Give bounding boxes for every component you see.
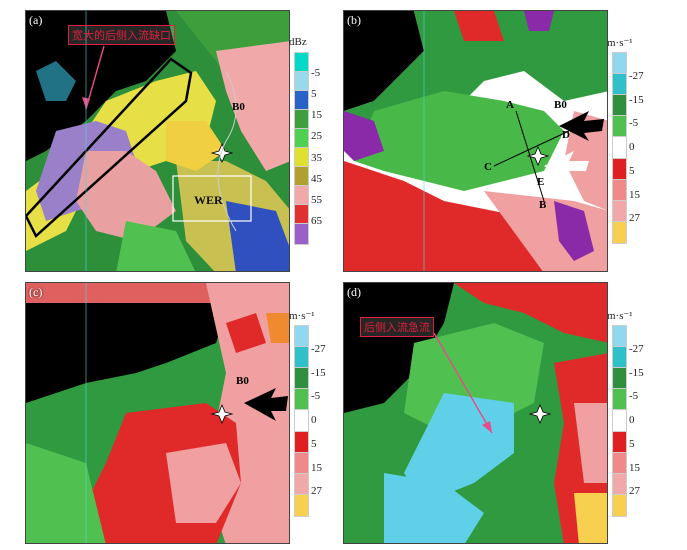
colorbar-swatch — [612, 115, 627, 139]
colorbar-swatch — [612, 199, 627, 224]
colorbar-tick-label: 27 — [311, 485, 322, 498]
velocity-unit-b: m·s⁻¹ — [607, 37, 633, 49]
colorbar-swatch — [612, 178, 627, 203]
panel-a-label: (a) — [29, 13, 43, 27]
colorbar-tick-label: -15 — [629, 93, 644, 106]
colorbar-swatch — [612, 325, 627, 349]
colorbar-swatch — [612, 388, 627, 412]
colorbar-swatch — [612, 157, 627, 182]
colorbar-tick-label: 35 — [311, 151, 322, 164]
wer-label: WER — [194, 193, 223, 207]
velocity-map-d — [344, 283, 607, 543]
a-b0-label: B0 — [232, 101, 245, 113]
velocity-colorbar-c: m·s⁻¹ -27 -15 -5 0 5 15 27 — [289, 310, 354, 518]
c-b0-label: B0 — [236, 375, 249, 387]
velocity-colorbar-b: m·s⁻¹ -27 -15 -5 0 5 15 27 — [607, 37, 672, 245]
colorbar-swatch — [612, 430, 627, 455]
rij-annotation: 后侧入流急流 — [360, 317, 434, 337]
colorbar-swatch — [612, 220, 627, 245]
b-E-label: E — [537, 176, 545, 188]
colorbar-swatch — [612, 346, 627, 370]
colorbar-swatch — [612, 52, 627, 76]
reflectivity-colorbar: dBz -5 5 15 25 35 45 55 65 — [289, 36, 354, 245]
colorbar-tick-label: 65 — [311, 214, 322, 227]
colorbar-swatch — [612, 73, 627, 97]
b-b0-label: B0 — [554, 99, 567, 111]
colorbar-tick-label: 45 — [311, 172, 322, 185]
panel-c-label: (c) — [29, 285, 43, 299]
reflectivity-unit: dBz — [289, 36, 307, 48]
velocity-unit-c: m·s⁻¹ — [289, 310, 315, 322]
b-B-label: B — [539, 199, 547, 211]
velocity-swatches-c: -27 -15 -5 0 5 15 27 — [292, 325, 354, 518]
velocity-map-b — [344, 11, 607, 271]
colorbar-swatch — [294, 451, 309, 476]
colorbar-tick-label: 5 — [629, 164, 635, 177]
panel-d-label: (d) — [347, 285, 361, 299]
b-C-label: C — [484, 161, 492, 173]
colorbar-tick-label: 0 — [629, 141, 635, 153]
colorbar-tick-label: 0 — [629, 414, 635, 426]
colorbar-swatch — [294, 388, 309, 412]
panel-b-velocity: (b) B0 A B C D E — [343, 10, 608, 272]
colorbar-swatch — [612, 94, 627, 118]
colorbar-swatch — [294, 346, 309, 370]
colorbar-tick-label: -27 — [629, 69, 644, 82]
colorbar-swatch — [612, 493, 627, 518]
colorbar-tick-label: -27 — [629, 342, 644, 355]
colorbar-swatch — [612, 472, 627, 497]
velocity-swatches-b: -27 -15 -5 0 5 15 27 — [610, 52, 672, 245]
colorbar-tick-label: 0 — [311, 414, 317, 426]
colorbar-swatch — [612, 451, 627, 476]
colorbar-swatch — [294, 367, 309, 391]
colorbar-tick-label: 27 — [629, 485, 640, 498]
colorbar-swatch — [294, 493, 309, 518]
colorbar-tick-label: -27 — [311, 342, 326, 355]
colorbar-tick-label: 55 — [311, 193, 322, 206]
reflectivity-swatches: -5 5 15 25 35 45 55 65 — [292, 52, 354, 245]
reflectivity-map — [26, 11, 289, 271]
panel-d-velocity: (d) 后侧入流急流 — [343, 282, 608, 544]
colorbar-tick-label: -5 — [311, 67, 321, 80]
panel-c-velocity: (c) B0 — [25, 282, 290, 544]
panel-a-reflectivity: (a) 宽大的后侧入流缺口 WER B0 — [25, 10, 290, 272]
colorbar-tick-label: 25 — [311, 130, 322, 143]
colorbar-swatch — [294, 430, 309, 455]
colorbar-swatch — [612, 367, 627, 391]
velocity-unit-d: m·s⁻¹ — [607, 310, 633, 322]
colorbar-tick-label: 15 — [311, 461, 322, 474]
colorbar-tick-label: 5 — [629, 437, 635, 450]
colorbar-tick-label: -5 — [311, 390, 321, 403]
panel-b-label: (b) — [347, 13, 361, 27]
velocity-map-c — [26, 283, 289, 543]
b-D-label: D — [562, 129, 570, 141]
colorbar-tick-label: 27 — [629, 212, 640, 225]
colorbar-swatch — [294, 325, 309, 349]
colorbar-tick-label: -15 — [629, 366, 644, 379]
b-A-label: A — [506, 99, 514, 111]
colorbar-swatch — [612, 136, 627, 161]
colorbar-tick-label: -5 — [629, 390, 639, 403]
colorbar-swatch — [294, 409, 309, 434]
velocity-colorbar-d: m·s⁻¹ -27 -15 -5 0 5 15 27 — [607, 310, 672, 518]
colorbar-tick-label: 15 — [629, 461, 640, 474]
colorbar-tick-label: -15 — [311, 366, 326, 379]
colorbar-tick-label: 5 — [311, 437, 317, 450]
colorbar-tick-label: 15 — [311, 109, 322, 122]
colorbar-tick-label: 5 — [311, 88, 317, 101]
colorbar-swatch — [294, 223, 309, 245]
notch-annotation: 宽大的后侧入流缺口 — [68, 25, 175, 45]
colorbar-swatch — [294, 472, 309, 497]
colorbar-swatch — [612, 409, 627, 434]
velocity-swatches-d: -27 -15 -5 0 5 15 27 — [610, 325, 672, 518]
colorbar-tick-label: 15 — [629, 188, 640, 201]
colorbar-tick-label: -5 — [629, 117, 639, 130]
